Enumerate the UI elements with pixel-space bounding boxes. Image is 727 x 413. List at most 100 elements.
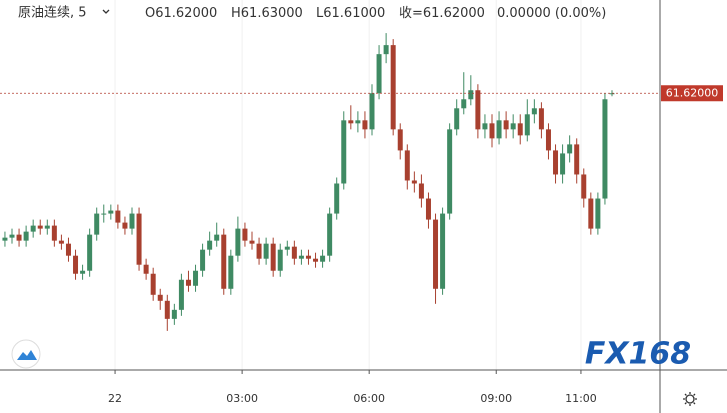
candle-body bbox=[461, 99, 467, 109]
ohlc-value: 0.00000 (0.00%) bbox=[497, 6, 606, 21]
candle-body bbox=[510, 123, 516, 130]
candle-body bbox=[503, 120, 509, 130]
candle-body bbox=[425, 198, 431, 220]
last-price-badge bbox=[661, 85, 723, 102]
grid-layer bbox=[114, 0, 582, 370]
candle-body bbox=[553, 150, 559, 175]
candle-body bbox=[355, 120, 361, 124]
candle-body bbox=[383, 45, 389, 55]
candle-body bbox=[94, 213, 100, 235]
candle-body bbox=[588, 198, 594, 229]
candle-body bbox=[101, 213, 107, 215]
candle-body bbox=[221, 234, 227, 289]
candle-body bbox=[362, 120, 368, 130]
candle-body bbox=[348, 120, 354, 124]
ohlc-value: 收=61.62000 bbox=[399, 6, 485, 21]
candle-body bbox=[143, 264, 149, 274]
candle-body bbox=[270, 243, 276, 271]
candle-body bbox=[185, 279, 191, 286]
candle-body bbox=[418, 183, 424, 199]
candle-body bbox=[560, 153, 566, 175]
candle-body bbox=[235, 228, 241, 256]
weather-icon[interactable] bbox=[11, 339, 41, 369]
x-tick-label: 06:00 bbox=[353, 392, 385, 405]
watermark: FX168 bbox=[585, 337, 691, 372]
candle-body bbox=[298, 255, 304, 259]
plot-layer bbox=[0, 33, 660, 331]
candle-body bbox=[23, 231, 29, 241]
candle-body bbox=[277, 249, 283, 271]
candle-body bbox=[468, 90, 474, 100]
candle-body bbox=[291, 246, 297, 259]
candle-body bbox=[80, 270, 86, 274]
candle-body bbox=[341, 120, 347, 184]
candle-body bbox=[242, 228, 248, 241]
candle-body bbox=[433, 219, 439, 289]
candle-body bbox=[334, 183, 340, 214]
candle-body bbox=[489, 123, 495, 139]
candle-body bbox=[73, 255, 79, 274]
candle-body bbox=[369, 93, 375, 130]
candle-body bbox=[284, 246, 290, 250]
candle-body bbox=[30, 225, 36, 232]
candle-body bbox=[496, 120, 502, 139]
x-tick-label: 11:00 bbox=[565, 392, 597, 405]
candle-body bbox=[581, 174, 587, 199]
candle-body bbox=[602, 99, 608, 199]
candle-body bbox=[545, 129, 551, 151]
ohlc-value: H61.63000 bbox=[231, 6, 303, 21]
candle-body bbox=[376, 54, 382, 94]
candle-body bbox=[58, 240, 64, 244]
candle-body bbox=[609, 93, 615, 95]
candle-body bbox=[249, 240, 255, 244]
candle-body bbox=[157, 294, 163, 301]
candle-body bbox=[313, 258, 319, 262]
candle-body bbox=[136, 213, 142, 265]
chart-title[interactable]: 原油连续, 5 bbox=[18, 5, 87, 21]
candle-body bbox=[397, 129, 403, 151]
candle-body bbox=[115, 210, 121, 223]
candle-body bbox=[44, 225, 50, 229]
candle-body bbox=[171, 309, 177, 319]
candle-body bbox=[16, 234, 22, 241]
candle-body bbox=[595, 198, 601, 229]
candle-body bbox=[178, 279, 184, 310]
candle-body bbox=[263, 243, 269, 259]
candle-body bbox=[404, 150, 410, 181]
candle-body bbox=[122, 222, 128, 229]
candle-body bbox=[37, 225, 43, 229]
candle-body bbox=[256, 243, 262, 259]
candle-body bbox=[567, 144, 573, 154]
last-price-label: 61.62000 bbox=[666, 86, 719, 99]
candle-body bbox=[531, 108, 537, 115]
candle-body bbox=[164, 300, 170, 319]
candle-body bbox=[574, 144, 580, 175]
candle-body bbox=[538, 108, 544, 130]
candle-body bbox=[200, 249, 206, 271]
candle-body bbox=[390, 45, 396, 130]
candle-body bbox=[207, 240, 213, 250]
candle-body bbox=[51, 225, 57, 241]
candle-body bbox=[440, 213, 446, 289]
candle-body bbox=[9, 234, 15, 238]
candle-body bbox=[517, 123, 523, 136]
candle-body bbox=[327, 213, 333, 256]
settings-icon[interactable] bbox=[683, 392, 697, 406]
x-tick-label: 22 bbox=[108, 392, 122, 405]
candle-body bbox=[108, 210, 114, 214]
x-tick-label: 03:00 bbox=[226, 392, 258, 405]
candle-body bbox=[214, 234, 220, 241]
candle-body bbox=[411, 180, 417, 184]
ohlc-value: L61.61000 bbox=[316, 6, 385, 21]
candle-body bbox=[65, 243, 71, 256]
candle-body bbox=[193, 270, 199, 286]
interval-dropdown[interactable] bbox=[102, 9, 110, 14]
candle-body bbox=[150, 273, 156, 295]
candle-body bbox=[2, 237, 8, 241]
ohlc-value: O61.62000 bbox=[145, 6, 217, 21]
candle-body bbox=[447, 129, 453, 214]
candle-body bbox=[524, 114, 530, 136]
candle-body bbox=[454, 108, 460, 130]
